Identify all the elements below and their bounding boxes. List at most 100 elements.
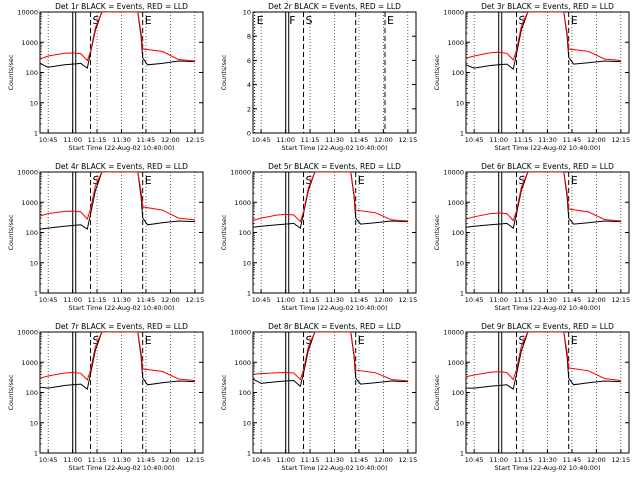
y-axis-label: Counts/sec [220,54,228,90]
x-axis-label: Start Time (22-Aug-02 10:40:00) [494,464,600,472]
x-tick-label: 11:30 [325,136,344,144]
x-tick-label: 11:00 [276,456,295,464]
marker-label: S [306,334,313,347]
lld-series-line [253,332,408,382]
x-tick-label: 11:15 [514,136,533,144]
x-tick-label: 12:00 [374,136,393,144]
x-tick-label: 12:00 [587,296,606,304]
x-tick-label: 11:15 [301,136,320,144]
x-tick-label: 12:15 [185,456,204,464]
y-tick-label: 10 [243,419,251,427]
x-tick-label: 12:15 [611,296,630,304]
x-tick-label: 11:00 [489,456,508,464]
x-tick-label: 11:00 [63,296,82,304]
x-tick-label: 11:30 [112,296,131,304]
x-tick-label: 11:00 [489,296,508,304]
events-series-line [253,332,408,388]
y-tick-label: 100 [239,229,251,237]
y-tick-label: 1000 [447,199,464,207]
x-tick-label: 12:00 [374,296,393,304]
marker-label: E [358,334,365,347]
panel-title: Det 6r BLACK = Events, RED = LLD [481,162,614,171]
y-tick-label: 10000 [230,329,251,337]
x-tick-label: 10:45 [252,136,271,144]
x-tick-label: 10:45 [252,296,271,304]
y-tick-label: 1 [460,450,464,458]
y-tick-label: 0 [247,130,251,138]
marker-label: E [145,334,152,347]
y-tick-label: 100 [26,389,38,397]
x-axis-label: Start Time (22-Aug-02 10:40:00) [494,144,600,152]
x-tick-label: 11:45 [563,296,582,304]
events-series-line [40,332,195,390]
marker-label: S [93,14,100,27]
events-series-line [466,12,621,70]
y-axis-label: Counts/sec [7,54,15,90]
y-tick-label: 1000 [21,359,38,367]
x-tick-label: 12:00 [587,136,606,144]
x-tick-label: 11:00 [276,136,295,144]
marker-label: E [358,174,365,187]
y-tick-label: 10000 [17,9,38,17]
events-series-line [40,172,195,230]
y-axis-label: Counts/sec [433,214,441,250]
y-tick-label: 1 [247,290,251,298]
x-tick-label: 12:00 [161,296,180,304]
y-axis-label: Counts/sec [220,214,228,250]
marker-label: S [519,14,526,27]
detector-panel-6: S E 1 10 100 1000 10000 10:45 11:00 11:15 11:30 11:… [433,162,630,312]
panel-title: Det 1r BLACK = Events, RED = LLD [55,2,188,11]
x-tick-label: 10:45 [465,296,484,304]
y-tick-label: 1 [34,130,38,138]
y-tick-label: 10 [30,419,38,427]
y-tick-label: 1000 [21,39,38,47]
y-tick-label: 10000 [17,169,38,177]
y-tick-label: 1000 [234,199,251,207]
x-tick-label: 12:00 [161,456,180,464]
x-tick-label: 12:15 [611,136,630,144]
x-tick-label: 11:45 [350,296,369,304]
y-tick-label: 100 [452,389,464,397]
events-series-line [466,332,621,390]
y-tick-label: 10000 [17,329,38,337]
y-axis-label: Counts/sec [433,374,441,410]
y-tick-label: 10 [30,99,38,107]
x-tick-label: 11:45 [563,456,582,464]
lld-series-line [253,172,408,223]
x-tick-label: 11:15 [88,296,107,304]
x-axis-label: Start Time (22-Aug-02 10:40:00) [281,144,387,152]
events-series-line [466,172,621,229]
x-tick-label: 11:30 [538,296,557,304]
x-tick-label: 11:45 [137,296,156,304]
x-tick-label: 11:45 [350,136,369,144]
y-tick-label: 100 [452,229,464,237]
x-tick-label: 12:15 [398,136,417,144]
y-tick-label: 1 [34,450,38,458]
marker-label: S [93,174,100,187]
x-tick-label: 10:45 [252,456,271,464]
x-tick-label: 11:45 [350,456,369,464]
panel-title: Det 5r BLACK = Events, RED = LLD [268,162,401,171]
x-tick-label: 11:00 [63,136,82,144]
y-tick-label: 10 [456,419,464,427]
lld-series-line [40,12,195,62]
panel-title: Det 4r BLACK = Events, RED = LLD [55,162,188,171]
x-tick-label: 11:30 [325,296,344,304]
marker-label: S [519,174,526,187]
y-tick-label: 1 [247,450,251,458]
panel-title: Det 2r BLACK = Events, RED = LLD [268,2,401,11]
x-tick-label: 10:45 [465,456,484,464]
detector-panel-9: S E 1 10 100 1000 10000 10:45 11:00 11:15 11:30 11:… [433,322,630,472]
y-tick-label: 8 [247,33,251,41]
y-tick-label: 6 [247,57,251,65]
x-tick-label: 11:00 [489,136,508,144]
x-tick-label: 12:15 [398,296,417,304]
x-tick-label: 10:45 [39,136,58,144]
x-axis-label: Start Time (22-Aug-02 10:40:00) [281,464,387,472]
marker-label: E [387,14,394,27]
events-series-line [253,172,408,229]
lld-series-line [466,172,621,222]
marker-label: F [289,14,295,27]
y-tick-label: 10000 [443,9,464,17]
